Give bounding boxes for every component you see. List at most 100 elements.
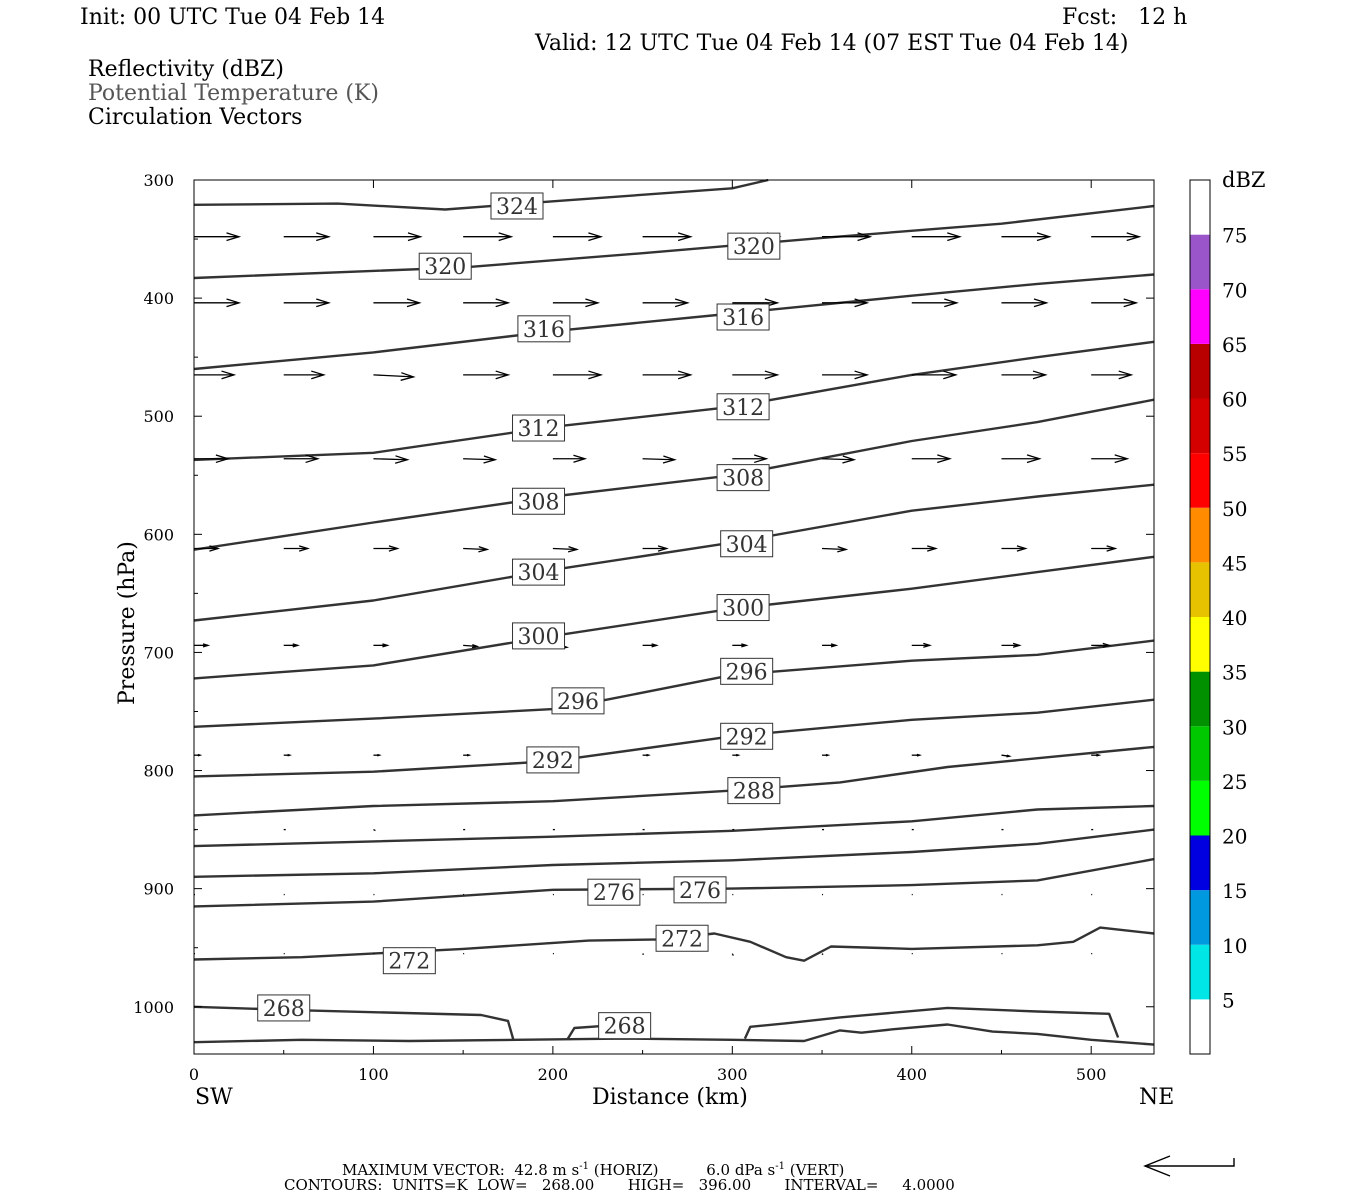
contour-label: 268 bbox=[604, 1015, 646, 1040]
contour-line-276 bbox=[193, 857, 1155, 908]
contour-label-box bbox=[512, 558, 566, 586]
max-vector-horiz: 42.8 m s bbox=[514, 1161, 580, 1179]
contour-label-box bbox=[382, 947, 436, 975]
vector-head bbox=[674, 298, 690, 308]
potential-temperature-contours bbox=[193, 178, 1155, 1046]
vector-head bbox=[478, 546, 490, 553]
colorbar-segment bbox=[1190, 835, 1210, 891]
vector-head bbox=[943, 370, 958, 380]
contour-label-box bbox=[655, 924, 709, 952]
vector-head bbox=[923, 642, 932, 648]
vector-head bbox=[498, 232, 514, 242]
contour-line-272 bbox=[193, 926, 1155, 962]
plot-frame bbox=[193, 179, 1155, 1055]
contour-label: 320 bbox=[424, 255, 466, 280]
y-tick-label: 600 bbox=[143, 525, 174, 544]
vector-head bbox=[394, 455, 410, 464]
vector-head bbox=[377, 753, 382, 757]
contour-label-box bbox=[490, 192, 544, 220]
y-tick-label: 1000 bbox=[133, 998, 174, 1017]
contour-label-box bbox=[587, 878, 641, 906]
vector-shaft bbox=[642, 953, 645, 956]
contour-line-268 bbox=[743, 1006, 1120, 1040]
contour-label: 292 bbox=[532, 749, 574, 774]
contour-label: 296 bbox=[726, 660, 768, 685]
colorbar-label: 10 bbox=[1222, 934, 1247, 958]
vector-head bbox=[1033, 298, 1049, 308]
colorbar-segment bbox=[1190, 180, 1210, 235]
vector-head bbox=[292, 643, 300, 648]
colorbar-segment bbox=[1190, 453, 1210, 508]
contour-label-box bbox=[526, 746, 580, 774]
colorbar-segment bbox=[1190, 398, 1210, 454]
vector-head bbox=[311, 370, 326, 380]
colorbar-segment bbox=[1190, 507, 1210, 563]
vector-shaft bbox=[731, 953, 734, 956]
vector-head bbox=[677, 370, 693, 380]
colorbar-segment bbox=[1190, 890, 1210, 945]
contour-line-268 bbox=[193, 1005, 515, 1041]
contour-label-box bbox=[720, 722, 774, 750]
circulation-vectors bbox=[194, 232, 1142, 956]
vector-shaft bbox=[373, 458, 408, 461]
contour-label: 268 bbox=[263, 997, 305, 1022]
contour-line-308 bbox=[193, 398, 1155, 551]
contour-label: 308 bbox=[518, 490, 560, 515]
contour-label: 288 bbox=[733, 780, 775, 805]
contour-line-320 bbox=[193, 204, 1155, 280]
vector-head bbox=[202, 643, 211, 648]
vector-head bbox=[857, 232, 873, 242]
contour-label: 316 bbox=[722, 306, 764, 331]
vector-head bbox=[842, 455, 857, 464]
colorbar-segment bbox=[1190, 617, 1210, 672]
vector-head bbox=[1096, 753, 1102, 757]
colorbar-label: 65 bbox=[1222, 333, 1247, 357]
vector-head bbox=[406, 298, 422, 308]
contour-info: CONTOURS: UNITS=K LOW= 268.00 HIGH= 396.… bbox=[284, 1176, 955, 1194]
contour-label: 320 bbox=[733, 235, 775, 260]
max-vector-vert-unit: (VERT) bbox=[789, 1161, 845, 1179]
colorbar-segment bbox=[1190, 944, 1210, 1000]
vector-head bbox=[1102, 642, 1112, 648]
contour-line-288 bbox=[193, 745, 1155, 817]
contour-label-box bbox=[517, 315, 571, 343]
contour-label-box bbox=[716, 303, 770, 331]
contour-label-box bbox=[673, 876, 727, 904]
contour-label: 324 bbox=[496, 195, 538, 220]
contour-label-box bbox=[418, 252, 472, 280]
contour-label-box bbox=[716, 393, 770, 421]
vector-head bbox=[197, 753, 203, 757]
vector-head bbox=[944, 298, 959, 308]
colorbar-segment bbox=[1190, 289, 1210, 344]
colorbar-label: 40 bbox=[1222, 606, 1247, 630]
colorbar-frame bbox=[1189, 179, 1211, 1055]
colorbar-label: 30 bbox=[1222, 715, 1247, 739]
dbz-colorbar: 5 10 15 20 25 30 35 40 45 50 55 60 65 70 75 bbox=[1189, 179, 1247, 1055]
vector-shaft bbox=[552, 547, 577, 551]
vector-shaft bbox=[642, 458, 675, 461]
x-axis-left-end: SW bbox=[195, 1085, 233, 1110]
vector-head bbox=[221, 370, 237, 380]
contour-line-304 bbox=[193, 483, 1155, 622]
vector-head bbox=[1118, 370, 1134, 380]
contour-line-292 bbox=[193, 698, 1155, 778]
legend-reflectivity: Reflectivity (dBZ) bbox=[88, 57, 284, 82]
vector-shaft bbox=[822, 547, 847, 551]
reference-arrow-shaft bbox=[1145, 1158, 1235, 1167]
vector-head bbox=[226, 232, 242, 242]
colorbar-label: 60 bbox=[1222, 388, 1247, 412]
vector-shaft bbox=[822, 458, 855, 461]
contour-label-box bbox=[512, 487, 566, 515]
x-axis-right-end: NE bbox=[1139, 1085, 1175, 1110]
vector-head bbox=[854, 298, 870, 308]
y-tick-label: 500 bbox=[143, 407, 174, 426]
contour-label: 272 bbox=[661, 927, 703, 952]
max-vector-vert-exponent: -1 bbox=[775, 1161, 786, 1172]
vector-head bbox=[209, 545, 221, 552]
colorbar-label: 25 bbox=[1222, 770, 1247, 794]
vector-head bbox=[466, 753, 472, 757]
colorbar-label: 35 bbox=[1222, 661, 1247, 685]
contour-line-316 bbox=[193, 273, 1155, 371]
legend-circulation-vectors: Circulation Vectors bbox=[88, 105, 303, 130]
